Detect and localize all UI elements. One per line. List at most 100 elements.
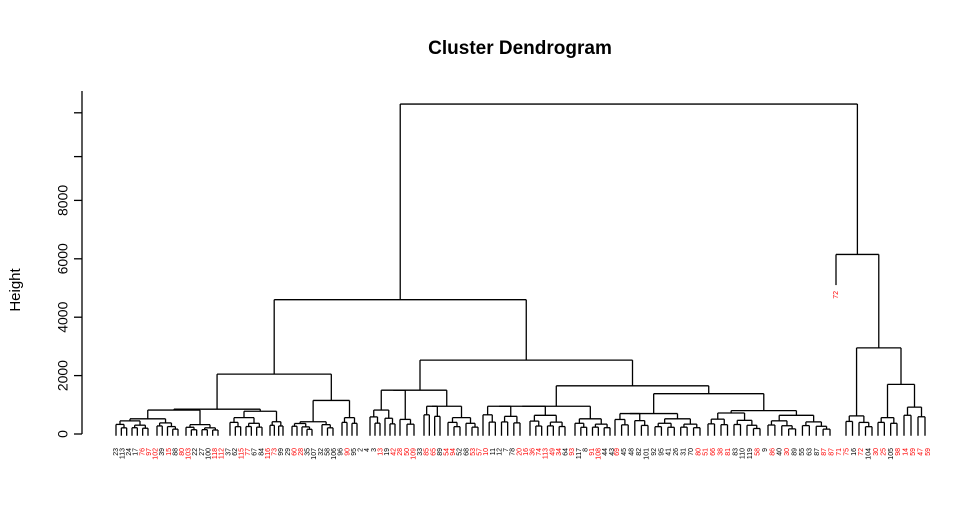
leaf-label-right-39: 14 <box>903 448 910 456</box>
leaf-label-right-20: 9 <box>762 448 769 452</box>
leaf-label-left-56: 10 <box>483 448 490 456</box>
leaf-label-left-2: 24 <box>126 448 133 456</box>
y-tick-label-0: 0 <box>55 430 71 438</box>
leaf-label-right-8: 26 <box>673 448 680 456</box>
leaf-label-right-35: 30 <box>873 448 880 456</box>
leaf-label-right-37: 105 <box>888 448 895 460</box>
leaf-label-left-70: 117 <box>576 448 583 459</box>
leaf-label-left-8: 15 <box>166 448 173 456</box>
y-axis-ticks: 0 2000 4000 6000 8000 <box>55 112 82 438</box>
leaf-label-right-12: 51 <box>703 448 710 456</box>
leaf-label-right-11: 80 <box>695 448 702 456</box>
leaf-label-left-58: 12 <box>496 448 503 456</box>
leaf-label-right-7: 41 <box>666 448 673 456</box>
leaf-label-left-23: 116 <box>265 448 272 459</box>
leaf-label-right-19: 58 <box>755 448 762 456</box>
leaf-label-right-10: 70 <box>688 448 695 456</box>
leaf-label-left-73: 108 <box>596 448 603 460</box>
leaf-label-right-29: 87 <box>829 448 836 456</box>
leaf-label-left-13: 27 <box>199 448 206 456</box>
leaf-label-left-29: 35 <box>305 448 312 456</box>
leaf-label-left-65: 113 <box>543 448 550 459</box>
leaf-label-left-54: 53 <box>470 448 477 456</box>
leaf-label-left-48: 65 <box>430 448 437 456</box>
leaf-label-left-25: 99 <box>278 448 285 456</box>
leaf-label-right-31: 75 <box>843 448 850 456</box>
leaf-label-left-71: 8 <box>582 448 589 452</box>
leaf-label-right-22: 40 <box>777 448 784 456</box>
leaf-label-left-44: 50 <box>404 448 411 456</box>
leaf-label-left-4: 76 <box>139 448 146 456</box>
leaf-label-left-74: 44 <box>602 448 609 456</box>
leaf-label-left-75: 43 <box>609 448 616 456</box>
leaf-label-right-40: 59 <box>910 448 917 456</box>
leaf-label-left-21: 67 <box>252 448 259 456</box>
leaf-label-left-55: 57 <box>477 448 484 456</box>
leaf-label-left-72: 91 <box>589 448 596 456</box>
leaf-label-right-41: 47 <box>917 448 924 456</box>
leaf-label-left-22: 84 <box>258 448 265 456</box>
leaf-label-left-61: 20 <box>516 448 523 456</box>
leaf-label-left-60: 78 <box>510 448 517 456</box>
leaf-label-left-9: 88 <box>172 448 179 456</box>
leaf-label-left-16: 112 <box>219 448 226 459</box>
leaf-label-right-27: 87 <box>814 448 821 456</box>
leaf-label-right-42: 59 <box>925 448 932 456</box>
leaf-label-right-33: 72 <box>858 448 865 456</box>
leaf-label-right-14: 38 <box>718 448 725 456</box>
leaf-label-right-17: 110 <box>740 448 747 459</box>
leaf-label-left-38: 4 <box>364 448 371 452</box>
leaf-label-left-68: 64 <box>563 448 570 456</box>
leaf-label-left-46: 33 <box>417 448 424 456</box>
leaf-label-left-66: 49 <box>549 448 556 456</box>
leaf-label-right-15: 81 <box>725 448 732 456</box>
y-axis-label: Height <box>7 267 24 311</box>
leaf-label-left-50: 54 <box>444 448 451 456</box>
leaf-label-left-28: 28 <box>298 448 305 456</box>
leaf-label-left-11: 103 <box>186 448 193 460</box>
leaf-label-right-36: 25 <box>880 448 887 456</box>
leaf-label-left-5: 97 <box>146 448 153 456</box>
leaf-label-left-40: 13 <box>377 448 384 456</box>
leaf-label-right-6: 95 <box>658 448 665 456</box>
leaf-label-right-25: 55 <box>799 448 806 456</box>
leaf-label-left-42: 42 <box>391 448 398 456</box>
leaf-label-left-15: 118 <box>212 448 219 459</box>
dendrogram-tree <box>115 103 926 436</box>
leaf-label-right-18: 119 <box>747 448 754 459</box>
leaf-label-right-9: 31 <box>680 448 687 456</box>
leaf-label-left-53: 68 <box>463 448 470 456</box>
leaf-label-left-33: 106 <box>331 448 338 460</box>
leaf-label-left-14: 100 <box>205 448 212 460</box>
leaf-label-left-63: 36 <box>529 448 536 456</box>
leaf-label-right-26: 63 <box>806 448 813 456</box>
leaf-labels: 23 113 24 17 76 97 102 39 15 88 80 103 22 27 100 118 112… <box>113 291 932 460</box>
leaf-label-left-20: 77 <box>245 448 252 456</box>
leaf-label-left-49: 89 <box>437 448 444 456</box>
leaf-label-left-10: 80 <box>179 448 186 456</box>
y-tick-label-3: 6000 <box>55 243 71 274</box>
leaf-label-right-3: 82 <box>636 448 643 456</box>
leaf-label-left-24: 73 <box>272 448 279 456</box>
leaf-label-right-38: 98 <box>895 448 902 456</box>
leaf-label-left-1: 113 <box>119 448 126 459</box>
leaf-label-left-47: 85 <box>424 448 431 456</box>
chart-title: Cluster Dendrogram <box>428 38 612 59</box>
leaf-label-left-17: 37 <box>225 448 232 456</box>
leaf-label-left-51: 94 <box>450 448 457 456</box>
leaf-label-right-32: 16 <box>851 448 858 456</box>
leaf-label-right-1: 45 <box>621 448 628 456</box>
leaf-label-right-28: 87 <box>821 448 828 456</box>
leaf-label-left-64: 74 <box>536 448 543 456</box>
leaf-label-72: 72 <box>833 291 840 299</box>
leaf-label-left-34: 96 <box>338 448 345 456</box>
leaf-label-left-0: 23 <box>113 448 120 456</box>
leaf-label-right-21: 86 <box>769 448 776 456</box>
leaf-label-right-23: 30 <box>784 448 791 456</box>
leaf-label-left-62: 16 <box>523 448 530 456</box>
leaf-label-left-35: 90 <box>344 448 351 456</box>
leaf-label-right-2: 48 <box>629 448 636 456</box>
leaf-label-left-26: 29 <box>285 448 292 456</box>
leaf-label-left-18: 62 <box>232 448 239 456</box>
